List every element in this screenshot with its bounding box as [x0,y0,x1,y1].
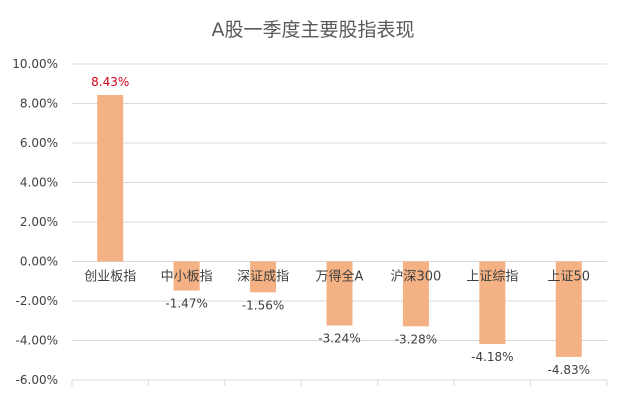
y-tick-label: -6.00% [16,373,58,387]
bar [555,261,582,357]
bars [97,95,582,357]
bar [402,261,429,327]
category-label: 中小板指 [161,270,213,285]
y-tick-label: 0.00% [20,255,58,269]
y-tick-label: -4.00% [16,334,58,348]
y-tick-label: 10.00% [12,57,58,71]
data-label: -3.28% [395,332,437,346]
category-label: 沪深300 [391,269,442,285]
data-label: -4.18% [471,350,513,364]
bar [97,95,124,262]
y-tick-label: 2.00% [20,215,58,229]
category-label: 上证50 [548,270,591,285]
x-axis: 创业板指 中小板指 深证成指 万得全A 沪深300 上证综指 上证50 [71,269,608,386]
bar [173,261,200,291]
data-label: -1.56% [242,298,284,312]
category-label: 上证综指 [466,270,518,285]
category-label: 深证成指 [237,270,289,285]
category-label: 创业板指 [84,270,136,285]
data-label: 8.43% [91,75,129,89]
data-label: -3.24% [318,331,360,345]
y-tick-label: -2.00% [16,294,58,308]
data-labels: 8.43% -1.47% -1.56% -3.24% -3.28% -4.18% -4.83… [91,75,590,377]
bar [479,261,506,345]
bar [326,261,353,326]
data-label: -1.47% [165,297,207,311]
chart-title: A股一季度主要股指表现 [212,19,415,41]
category-label: 万得全A [316,269,364,285]
y-tick-label: 6.00% [20,136,58,150]
y-tick-label: 4.00% [20,176,58,190]
y-axis: 10.00% 8.00% 6.00% 4.00% 2.00% 0.00% -2.00% -4.… [12,57,58,387]
y-tick-label: 8.00% [20,97,58,111]
data-label: -4.83% [548,363,590,377]
bar [250,261,277,293]
